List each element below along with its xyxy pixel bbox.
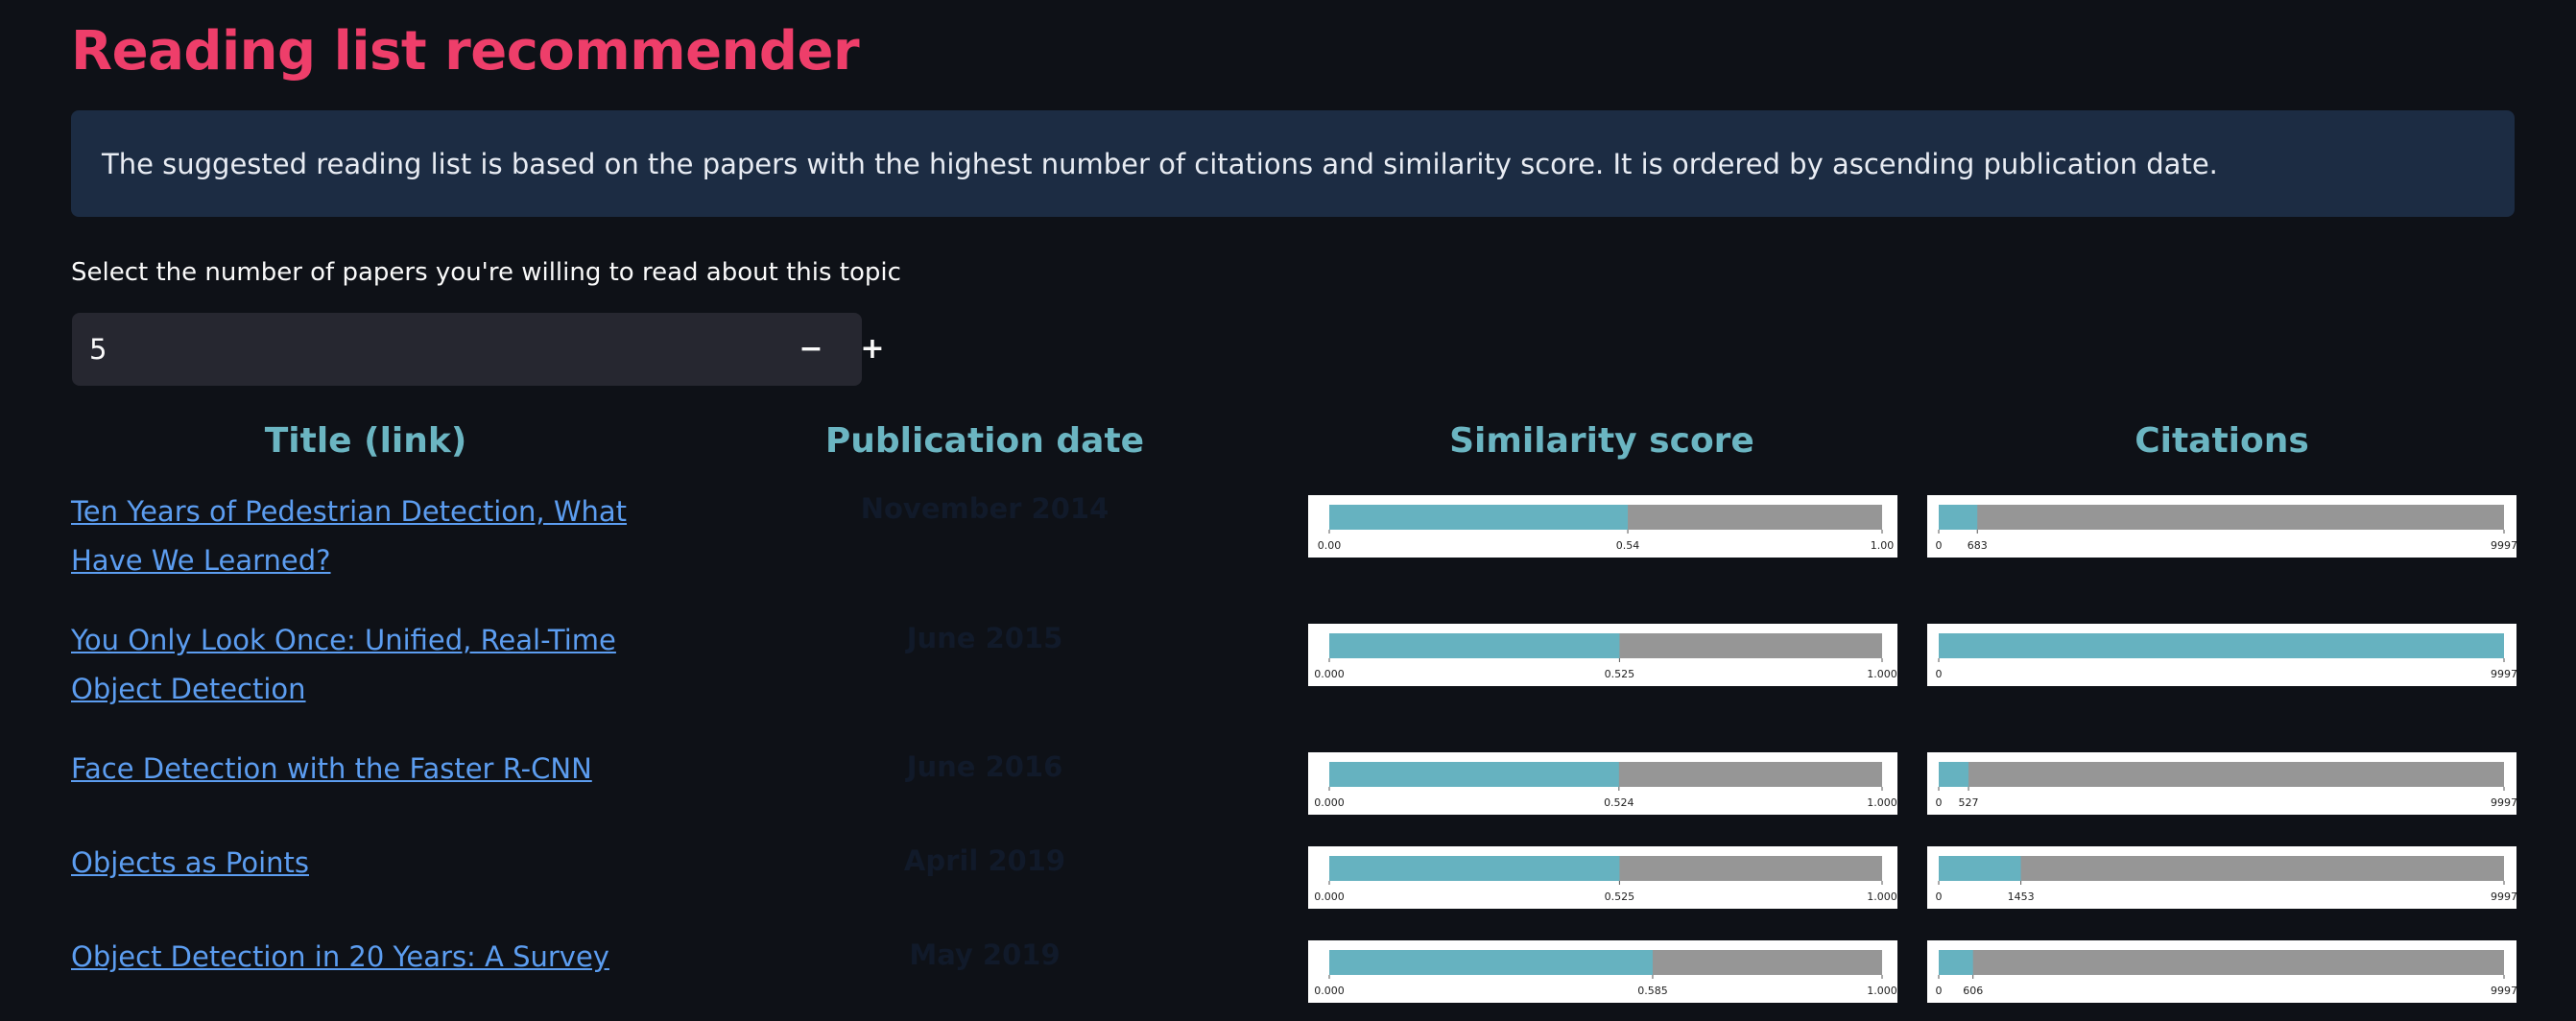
- citations-bar-chart: 0 606 9997: [1927, 940, 2516, 1003]
- similarity-bar-svg: 0.000 0.525 1.000: [1314, 856, 1897, 903]
- citations-bar-label-max: 9997: [2491, 796, 2516, 809]
- publication-date: April 2019: [903, 844, 1066, 877]
- paper-title-link[interactable]: You Only Look Once: Unified, Real-Time O…: [71, 624, 616, 705]
- citations-bar-label-max: 9997: [2491, 890, 2516, 903]
- similarity-bar-label-max: 1.000: [1867, 668, 1897, 680]
- similarity-bar-label-value_label: 0.525: [1605, 668, 1635, 680]
- citations-bar-label-value_label: 527: [1959, 796, 1979, 809]
- citations-bar-label-min: 0: [1936, 796, 1943, 809]
- similarity-bar-fill: [1329, 505, 1629, 530]
- header-title: Title (link): [264, 421, 467, 461]
- citations-bar-track: [1939, 762, 2504, 787]
- publication-date: June 2015: [906, 622, 1063, 654]
- similarity-bar-label-max: 1.000: [1867, 985, 1897, 997]
- citations-bar-chart: 0 1453 9997: [1927, 846, 2516, 909]
- info-box: The suggested reading list is based on t…: [71, 110, 2515, 217]
- citations-bar-label-min: 0: [1936, 539, 1943, 552]
- citations-bar-track: [1939, 856, 2504, 881]
- similarity-bar-label-min: 0.00: [1318, 539, 1342, 552]
- citations-bar-svg: 0 527 9997: [1936, 762, 2516, 809]
- similarity-bar-fill: [1329, 762, 1619, 787]
- similarity-bar-label-max: 1.000: [1867, 890, 1897, 903]
- paper-count-value[interactable]: 5: [89, 333, 107, 366]
- similarity-bar-svg: 0.000 0.525 1.000: [1314, 633, 1897, 680]
- similarity-bar-fill: [1329, 856, 1620, 881]
- page-title: Reading list recommender: [71, 20, 860, 83]
- similarity-bar-label-value_label: 0.525: [1605, 890, 1635, 903]
- paper-title-link[interactable]: Face Detection with the Faster R-CNN: [71, 752, 592, 785]
- citations-bar-chart: 0 9997: [1927, 624, 2516, 686]
- paper-count-label: Select the number of papers you're willi…: [71, 258, 901, 287]
- citations-bar-svg: 0 683 9997: [1936, 505, 2516, 552]
- citations-bar-fill: [1939, 950, 1973, 975]
- similarity-bar-svg: 0.000 0.524 1.000: [1314, 762, 1897, 809]
- citations-bar-svg: 0 1453 9997: [1936, 856, 2516, 903]
- similarity-bar-chart: 0.00 0.54 1.00: [1308, 495, 1897, 558]
- publication-date: November 2014: [860, 492, 1109, 525]
- similarity-bar-svg: 0.000 0.585 1.000: [1314, 950, 1897, 997]
- citations-bar-fill: [1939, 856, 2021, 881]
- publication-date: May 2019: [909, 938, 1061, 971]
- citations-bar-label-value_label: 606: [1963, 985, 1983, 997]
- similarity-bar-label-max: 1.000: [1867, 796, 1897, 809]
- similarity-bar-label-max: 1.00: [1871, 539, 1895, 552]
- publication-date: June 2016: [906, 750, 1063, 783]
- similarity-bar-label-min: 0.000: [1314, 985, 1345, 997]
- citations-bar-svg: 0 606 9997: [1936, 950, 2516, 997]
- citations-bar-label-max: 9997: [2491, 668, 2516, 680]
- similarity-bar-label-min: 0.000: [1314, 668, 1345, 680]
- similarity-bar-label-value_label: 0.585: [1637, 985, 1668, 997]
- citations-bar-chart: 0 683 9997: [1927, 495, 2516, 558]
- similarity-bar-chart: 0.000 0.524 1.000: [1308, 752, 1897, 815]
- paper-count-stepper[interactable]: 5 − +: [72, 313, 885, 386]
- citations-bar-label-min: 0: [1936, 668, 1943, 680]
- similarity-bar-label-min: 0.000: [1314, 890, 1345, 903]
- header-publication-date: Publication date: [824, 421, 1145, 461]
- increment-button[interactable]: +: [860, 332, 885, 366]
- paper-title-link[interactable]: Ten Years of Pedestrian Detection, What …: [71, 495, 628, 577]
- decrement-button[interactable]: −: [799, 332, 823, 366]
- similarity-bar-label-value_label: 0.524: [1604, 796, 1634, 809]
- header-similarity-score: Similarity score: [1449, 421, 1754, 461]
- citations-bar-label-min: 0: [1936, 985, 1943, 997]
- citations-bar-label-max: 9997: [2491, 985, 2516, 997]
- citations-bar-svg: 0 9997: [1936, 633, 2516, 680]
- citations-bar-chart: 0 527 9997: [1927, 752, 2516, 815]
- citations-bar-label-value_label: 683: [1968, 539, 1988, 552]
- similarity-bar-fill: [1329, 950, 1653, 975]
- citations-bar-label-max: 9997: [2491, 539, 2516, 552]
- info-text: The suggested reading list is based on t…: [102, 147, 2218, 180]
- citations-bar-track: [1939, 950, 2504, 975]
- citations-bar-label-value_label: 1453: [2008, 890, 2035, 903]
- citations-bar-fill: [1939, 505, 1978, 530]
- paper-title-link[interactable]: Objects as Points: [71, 846, 309, 879]
- similarity-bar-label-min: 0.000: [1314, 796, 1345, 809]
- citations-bar-fill: [1939, 762, 1969, 787]
- citations-bar-track: [1939, 505, 2504, 530]
- citations-bar-fill: [1939, 633, 2504, 658]
- similarity-bar-chart: 0.000 0.585 1.000: [1308, 940, 1897, 1003]
- paper-title-link[interactable]: Object Detection in 20 Years: A Survey: [71, 940, 609, 973]
- header-citations: Citations: [2135, 421, 2309, 461]
- similarity-bar-fill: [1329, 633, 1620, 658]
- citations-bar-label-min: 0: [1936, 890, 1943, 903]
- similarity-bar-svg: 0.00 0.54 1.00: [1318, 505, 1895, 552]
- similarity-bar-label-value_label: 0.54: [1616, 539, 1640, 552]
- similarity-bar-chart: 0.000 0.525 1.000: [1308, 846, 1897, 909]
- similarity-bar-chart: 0.000 0.525 1.000: [1308, 624, 1897, 686]
